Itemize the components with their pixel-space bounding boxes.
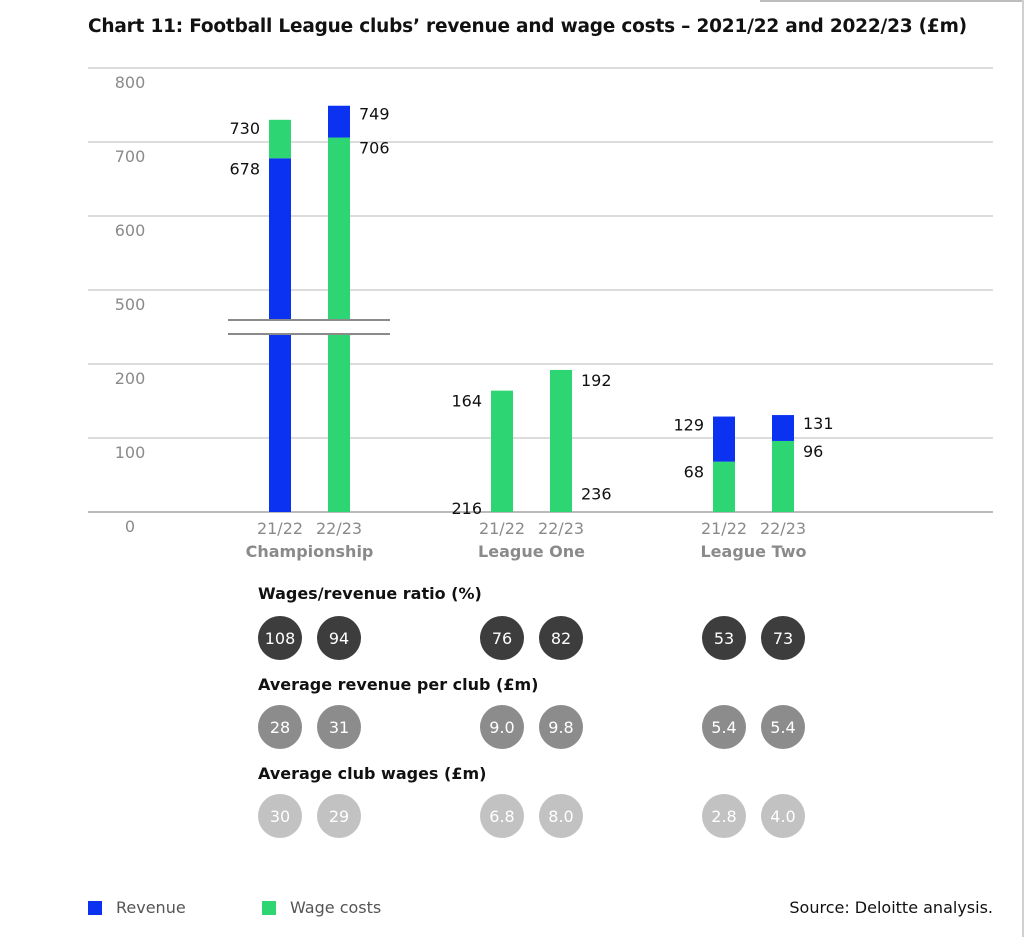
- y-tick-label: 600: [115, 221, 146, 240]
- data-label-inner: 678: [229, 159, 260, 178]
- bar-lower-segment: [772, 440, 794, 512]
- ratio-circle: [702, 705, 746, 749]
- source-note: Source: Deloitte analysis.: [789, 898, 993, 917]
- y-tick-label: 800: [115, 73, 146, 92]
- ratio-circle: [761, 616, 805, 660]
- ratio-value: 31: [329, 718, 349, 737]
- data-label-total: 236: [581, 484, 612, 503]
- bar-lower-segment: [550, 369, 572, 512]
- ratio-circle: [258, 616, 302, 660]
- data-label-total: 216: [451, 499, 482, 518]
- x-tick-label: 22/23: [760, 519, 806, 538]
- ratio-value: 6.8: [489, 807, 514, 826]
- top-edge-line: [760, 0, 1024, 2]
- data-label-inner: 706: [359, 139, 390, 158]
- y-tick-label: 100: [115, 443, 146, 462]
- data-label-inner: 164: [451, 392, 482, 411]
- legend-wages-swatch: [262, 900, 276, 915]
- bar-upper-segment: [772, 415, 794, 441]
- ratio-circle: [317, 616, 361, 660]
- ratio-row-label: Wages/revenue ratio (%): [258, 584, 482, 603]
- data-label-total: 749: [359, 105, 390, 124]
- ratio-value: 5.4: [711, 718, 736, 737]
- ratio-value: 9.0: [489, 718, 514, 737]
- ratio-value: 28: [270, 718, 290, 737]
- ratio-circle: [317, 705, 361, 749]
- data-label-inner: 192: [581, 371, 612, 390]
- ratio-circle: [539, 705, 583, 749]
- ratio-value: 53: [714, 629, 734, 648]
- chart-svg: 0 100 200 500 600 700 800 730 678 21/22 749 706 22/2…: [88, 67, 993, 838]
- ratio-value: 8.0: [548, 807, 573, 826]
- ratio-circle: [702, 794, 746, 838]
- ratio-value: 76: [492, 629, 512, 648]
- ratio-circle: [761, 705, 805, 749]
- legend-revenue-swatch: [88, 900, 102, 915]
- axis-break-gap: [228, 321, 390, 333]
- ratio-value: 9.8: [548, 718, 573, 737]
- ratio-circle: [258, 794, 302, 838]
- ratio-circle: [702, 616, 746, 660]
- ratio-circle: [539, 794, 583, 838]
- right-edge-line: [1022, 0, 1024, 937]
- ratio-value: 4.0: [770, 807, 795, 826]
- ratio-circle: [258, 705, 302, 749]
- ratio-value: 108: [265, 629, 296, 648]
- ratio-circle: [317, 794, 361, 838]
- bar-upper-segment: [713, 416, 735, 462]
- y-tick-label: 700: [115, 147, 146, 166]
- bar-upper-segment: [269, 119, 291, 159]
- legend-revenue-label: Revenue: [116, 898, 186, 917]
- ratio-value: 73: [773, 629, 793, 648]
- x-tick-label: 21/22: [701, 519, 747, 538]
- x-tick-label: 22/23: [538, 519, 584, 538]
- y-tick-label: 500: [115, 295, 146, 314]
- ratio-value: 2.8: [711, 807, 736, 826]
- y-tick-label: 0: [125, 517, 135, 536]
- x-tick-label: 21/22: [479, 519, 525, 538]
- data-label-inner: 68: [684, 463, 704, 482]
- data-label-total: 730: [229, 119, 260, 138]
- ratio-row-label: Average club wages (£m): [258, 764, 486, 783]
- bar-lower-segment: [713, 461, 735, 512]
- ratio-value: 29: [329, 807, 349, 826]
- ratio-value: 30: [270, 807, 290, 826]
- group-label: League Two: [700, 542, 806, 561]
- ratio-circle: [480, 705, 524, 749]
- group-label: Championship: [246, 542, 374, 561]
- ratio-circle: [539, 616, 583, 660]
- ratio-row-label: Average revenue per club (£m): [258, 675, 538, 694]
- bar-upper-segment: [328, 105, 350, 138]
- ratio-circle: [761, 794, 805, 838]
- x-tick-label: 22/23: [316, 519, 362, 538]
- ratio-value: 5.4: [770, 718, 795, 737]
- ratio-circle: [480, 794, 524, 838]
- ratio-value: 82: [551, 629, 571, 648]
- data-label-inner: 96: [803, 442, 823, 461]
- data-label-total: 129: [673, 416, 704, 435]
- bar-lower-segment: [269, 158, 291, 512]
- chart-title: Chart 11: Football League clubs’ revenue…: [88, 16, 967, 37]
- bar-lower-segment: [491, 390, 513, 512]
- ratio-circle: [480, 616, 524, 660]
- group-label: League One: [478, 542, 585, 561]
- legend-wages-label: Wage costs: [290, 898, 382, 917]
- data-label-total: 131: [803, 414, 834, 433]
- y-tick-label: 200: [115, 369, 146, 388]
- x-tick-label: 21/22: [257, 519, 303, 538]
- legend-revenue: Revenue: [88, 898, 186, 917]
- legend-wages: Wage costs: [262, 898, 381, 917]
- ratio-value: 94: [329, 629, 349, 648]
